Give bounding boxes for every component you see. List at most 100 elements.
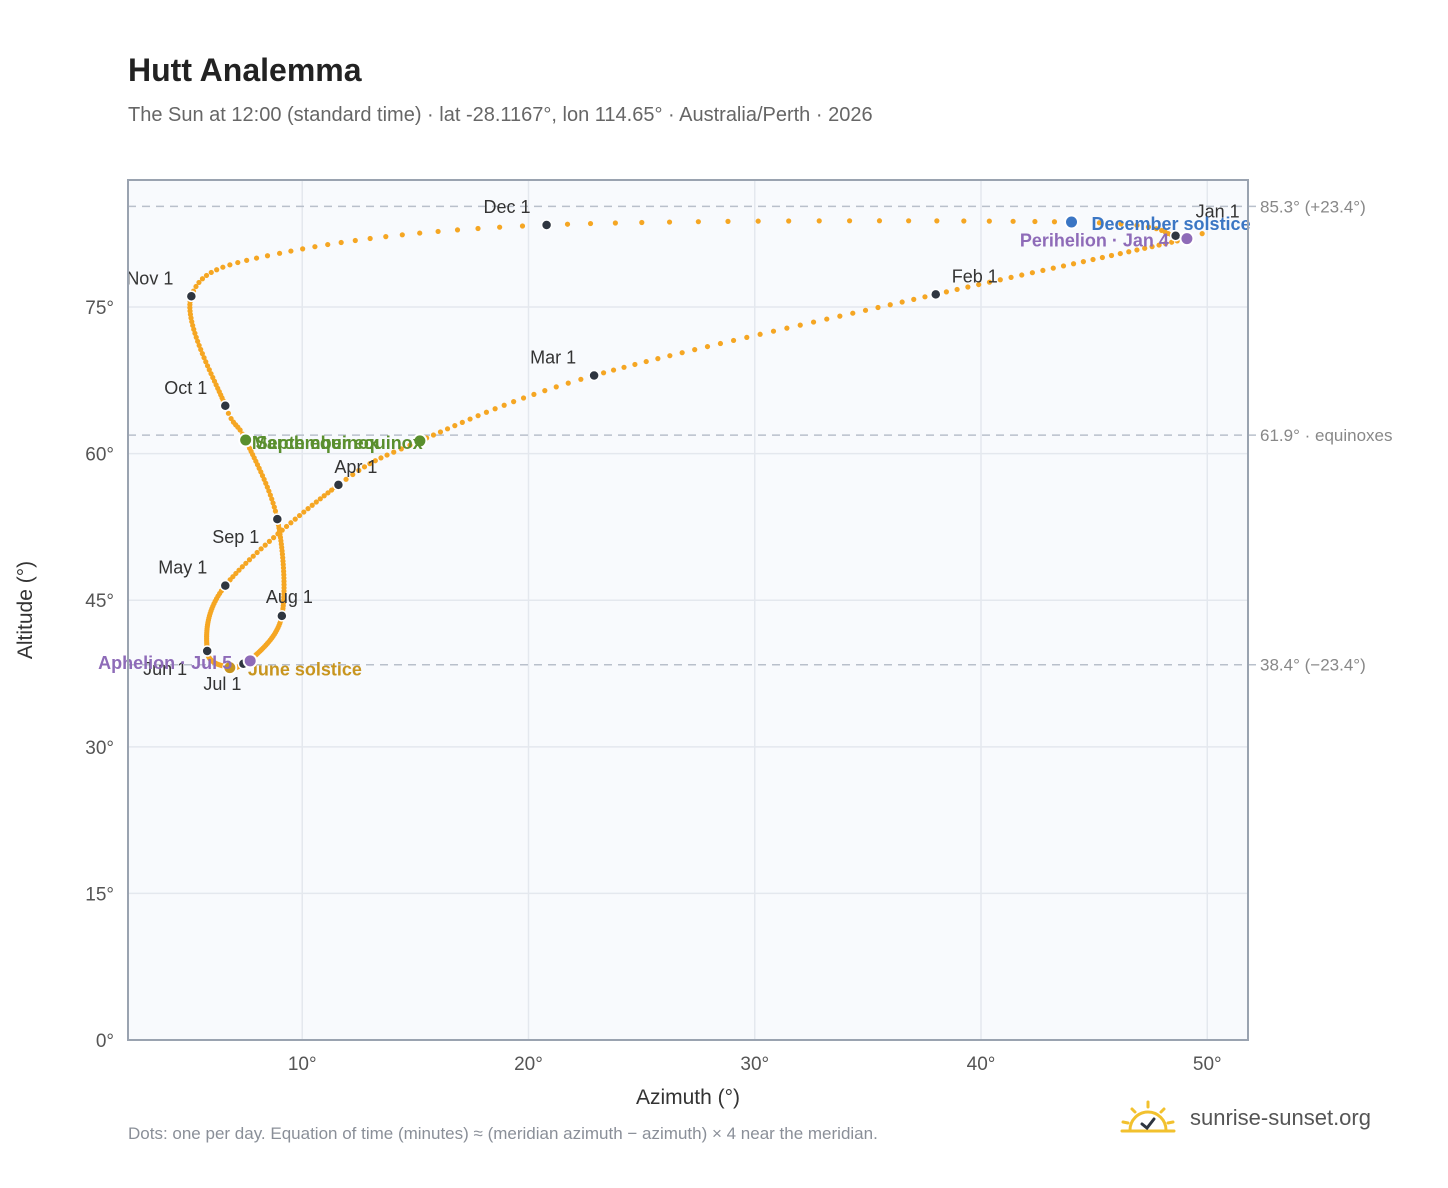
brand-name[interactable]: sunrise-sunset.org (1190, 1105, 1371, 1130)
x-tick-label: 10° (288, 1054, 317, 1075)
day-dot (272, 508, 279, 514)
sun-logo-icon (1120, 1100, 1176, 1133)
y-tick-label: 0° (96, 1031, 114, 1052)
day-dot (199, 276, 206, 282)
day-dot (208, 269, 214, 276)
day-dot (1070, 261, 1077, 267)
month-label: Oct 1 (164, 378, 207, 398)
day-dot (770, 328, 777, 334)
day-dot (266, 538, 272, 544)
reference-line-label: 61.9° · equinoxes (1260, 426, 1393, 445)
day-dot (475, 413, 481, 419)
month-marker-dot (588, 369, 600, 382)
day-dot (943, 289, 949, 295)
reference-lines: 85.3° (+23.4°) 61.9° · equinoxes 38.4° (−2… (128, 197, 1393, 675)
day-dot (296, 512, 303, 519)
day-dot (208, 371, 214, 377)
day-dot (317, 496, 323, 502)
chart-title: Hutt Analemma (128, 52, 362, 88)
y-tick-label: 15° (85, 884, 114, 905)
day-dot (725, 218, 731, 224)
x-tick-label: 40° (967, 1054, 996, 1075)
y-tick-label: 60° (85, 445, 114, 466)
x-axis-title: Azimuth (°) (636, 1086, 740, 1109)
day-dot (837, 313, 843, 319)
month-label: Jul 1 (203, 674, 241, 694)
day-dot (430, 432, 437, 438)
month-label: May 1 (158, 558, 207, 578)
day-dot (846, 218, 853, 224)
day-dot (1156, 242, 1162, 248)
day-dot (954, 286, 960, 293)
day-dot (695, 219, 701, 225)
day-dot (452, 423, 458, 429)
month-marker-dot (201, 645, 213, 657)
month-marker-dot (930, 288, 942, 301)
event-label: March equinox (252, 433, 379, 453)
reference-line-label: 85.3° (+23.4°) (1260, 197, 1366, 216)
day-dot (195, 338, 201, 344)
day-dot (1051, 219, 1058, 225)
event-label: June solstice (248, 660, 362, 680)
day-dot (352, 237, 358, 244)
month-label: Feb 1 (952, 266, 998, 286)
day-dot (266, 488, 272, 494)
month-label: Mar 1 (530, 347, 576, 367)
day-dot (367, 461, 373, 467)
day-dot (621, 364, 627, 370)
day-dot (1029, 270, 1035, 276)
day-dot (632, 361, 638, 368)
day-dot (565, 380, 571, 386)
plot-border (127, 179, 1249, 1041)
day-dot (258, 546, 264, 552)
month-marker-dot (276, 610, 288, 622)
day-dot (1162, 241, 1169, 247)
day-dot (564, 221, 571, 227)
day-dot (911, 296, 917, 302)
month-label: Apr 1 (334, 457, 377, 477)
day-dot (253, 255, 260, 261)
day-dot (850, 310, 856, 316)
day-dot (755, 218, 761, 224)
y-tick-label: 45° (85, 591, 114, 612)
day-dot (784, 325, 790, 331)
day-dot (1032, 218, 1038, 225)
day-dot (309, 502, 315, 508)
day-dot (475, 225, 481, 232)
event-marker-dot (412, 433, 428, 449)
day-dot (666, 219, 673, 225)
day-dot (876, 218, 883, 224)
day-dot (192, 330, 198, 336)
month-label: Dec 1 (484, 197, 531, 217)
day-dot (235, 259, 241, 266)
day-dot (520, 395, 527, 401)
day-dot (519, 223, 526, 229)
day-dot (407, 442, 413, 448)
day-dot (887, 302, 893, 308)
day-dot (270, 500, 276, 506)
day-dot (459, 419, 465, 425)
day-dot (1126, 249, 1132, 255)
day-dot (283, 523, 290, 530)
day-dot (329, 487, 335, 493)
day-dot (225, 410, 232, 416)
day-dot (264, 253, 271, 259)
day-dot (199, 351, 205, 357)
brand[interactable]: sunrise-sunset.org (1120, 1100, 1371, 1136)
day-dot (797, 322, 803, 328)
day-dot (193, 283, 199, 290)
day-dot (372, 458, 378, 464)
day-dot (600, 370, 607, 376)
month-label: Jun 1 (143, 659, 187, 679)
day-dot (321, 493, 327, 499)
day-dot (454, 227, 461, 233)
day-dot (1010, 218, 1016, 224)
y-tick-label: 75° (85, 298, 114, 319)
month-label: Sep 1 (212, 527, 259, 547)
day-dot (262, 542, 268, 548)
event-marker-dot (1179, 231, 1195, 247)
day-dot (1153, 226, 1159, 232)
day-dot (292, 516, 298, 522)
x-tick-label: 50° (1193, 1054, 1222, 1075)
day-dot (203, 359, 209, 365)
